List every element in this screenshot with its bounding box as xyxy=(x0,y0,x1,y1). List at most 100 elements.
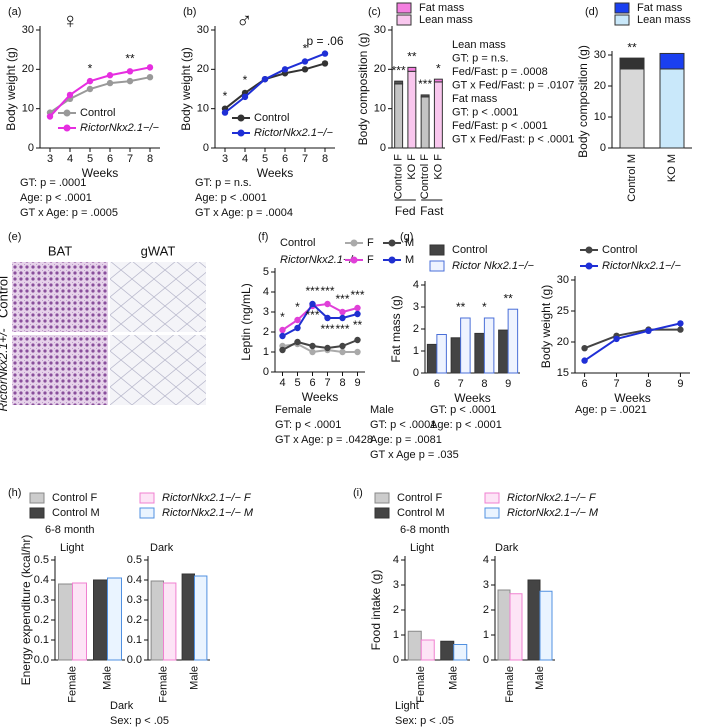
x-axis-label: Weeks xyxy=(454,391,490,405)
y-tick-label: 10 xyxy=(594,111,606,123)
y-tick-label: 20 xyxy=(374,63,386,75)
y-tick-label: 10 xyxy=(197,103,209,115)
bar xyxy=(426,343,438,374)
stat-text: GT: p < .0001 xyxy=(452,106,518,118)
stat-text: Age: p = .0081 xyxy=(370,434,442,446)
bar xyxy=(194,575,208,661)
data-point xyxy=(354,310,361,318)
bar xyxy=(436,334,447,374)
data-point xyxy=(146,74,154,81)
stat-text: GT x Fed/Fast: p = .0107 xyxy=(452,79,574,91)
x-tick-label: 8 xyxy=(481,378,487,390)
y-tick-label: 20 xyxy=(557,336,569,348)
stat-text: Male xyxy=(370,404,394,416)
y-tick-label: 0.2 xyxy=(127,614,142,626)
significance: *** xyxy=(350,288,364,302)
chart: (f)Leptin (ng/mL)Weeks012345ControlRicto… xyxy=(239,231,459,461)
bar xyxy=(497,589,511,661)
bar xyxy=(507,308,519,374)
legend-marker xyxy=(585,246,593,254)
significance: * xyxy=(303,42,308,56)
legend-swatch xyxy=(429,260,445,272)
bar xyxy=(433,78,443,83)
legend-marker xyxy=(237,114,245,122)
legend-marker xyxy=(63,124,71,132)
sex-symbol: ♂ xyxy=(236,8,253,33)
subtitle: 6-8 month xyxy=(400,524,450,536)
x-tick-label: Female xyxy=(504,666,516,703)
legend-label: RictorNkx2.1−/− xyxy=(80,122,159,134)
series-line xyxy=(584,328,681,350)
data-point xyxy=(324,344,331,352)
bar xyxy=(394,80,404,85)
significance: *** xyxy=(320,322,334,336)
x-tick-label: 7 xyxy=(127,153,133,165)
bar xyxy=(107,577,122,661)
x-tick-label: Female xyxy=(66,666,78,703)
y-axis-label: Energy expenditure (kcal/hr) xyxy=(19,535,33,686)
y-tick-label: 4 xyxy=(413,279,419,291)
bar xyxy=(483,317,495,374)
chart: (i) Light 6-8 month Food intake (g) 0 1 2 3 4 Lig… xyxy=(353,487,599,727)
chart: (g) Fat mass (g) Weeks 0 1 2 3 4 GT: p < .0001 Ag… xyxy=(389,231,534,431)
significance: * xyxy=(280,310,285,324)
legend-label: Control F xyxy=(397,492,443,504)
image xyxy=(110,335,206,405)
column-label: BAT xyxy=(48,243,72,258)
histology: (e) BAT gWAT Control RictorNkx2.1+/- xyxy=(0,231,206,412)
y-axis-label: Body composition (g) xyxy=(356,33,370,146)
data-point xyxy=(354,348,361,356)
panel-label: (c) xyxy=(368,6,381,18)
legend-label: RictorNkx2.1−/− xyxy=(254,127,333,139)
x-tick-label: 5 xyxy=(294,377,300,389)
x-tick-label: 7 xyxy=(458,378,464,390)
y-tick-label: 0.0 xyxy=(127,654,142,666)
chart: (h) Light 6-8 month Energy expenditure (kca… xyxy=(8,487,254,727)
x-tick-label: 6 xyxy=(582,378,588,390)
panel-label: (a) xyxy=(8,6,21,18)
y-axis-label: Body weight (g) xyxy=(539,285,553,368)
bar xyxy=(72,582,87,661)
chart: Dark 0 1 2 3 4 Female Male xyxy=(483,542,555,703)
stat-text: GT x Age: p = .0428 xyxy=(275,434,373,446)
bar xyxy=(407,66,417,72)
y-tick-label: 0.1 xyxy=(127,634,142,646)
subplot-title: Dark xyxy=(150,542,174,554)
data-point xyxy=(279,326,286,334)
y-tick-label: 0.0 xyxy=(34,654,49,666)
significance: * xyxy=(482,300,487,314)
data-point xyxy=(339,342,346,350)
legend-swatch xyxy=(374,492,390,504)
y-tick-label: 2 xyxy=(483,604,489,616)
x-axis-label: Weeks xyxy=(257,166,293,180)
bar xyxy=(659,68,685,149)
panel-label: (b) xyxy=(183,6,196,18)
legend-label: Lean mass xyxy=(637,14,691,26)
x-tick-label: 6 xyxy=(309,377,315,389)
data-point xyxy=(86,77,94,85)
stat-text: Lean mass xyxy=(452,39,506,51)
y-tick-label: 10 xyxy=(374,103,386,115)
data-point xyxy=(677,326,684,333)
legend-swatch xyxy=(374,507,390,519)
panel-label: (d) xyxy=(585,6,598,18)
legend-label: Control xyxy=(80,107,115,119)
series-line xyxy=(282,339,358,351)
y-tick-label: 0.3 xyxy=(127,594,142,606)
y-tick-label: 0 xyxy=(600,142,606,154)
bar xyxy=(58,583,73,661)
y-tick-label: 30 xyxy=(22,24,34,36)
data-point xyxy=(294,316,301,324)
bar xyxy=(450,337,462,374)
sex-symbol: ♀ xyxy=(62,8,79,33)
bar xyxy=(619,57,645,70)
significance: * xyxy=(88,61,93,75)
significance: *** xyxy=(392,63,406,77)
stat-text: Fed/Fast: p < .0001 xyxy=(452,120,548,132)
significance: ** xyxy=(125,51,135,65)
bar xyxy=(93,579,108,661)
x-axis-label: Weeks xyxy=(614,391,650,405)
bar xyxy=(527,579,541,661)
legend-label: RictorNkx2.1−/− F xyxy=(507,492,597,504)
